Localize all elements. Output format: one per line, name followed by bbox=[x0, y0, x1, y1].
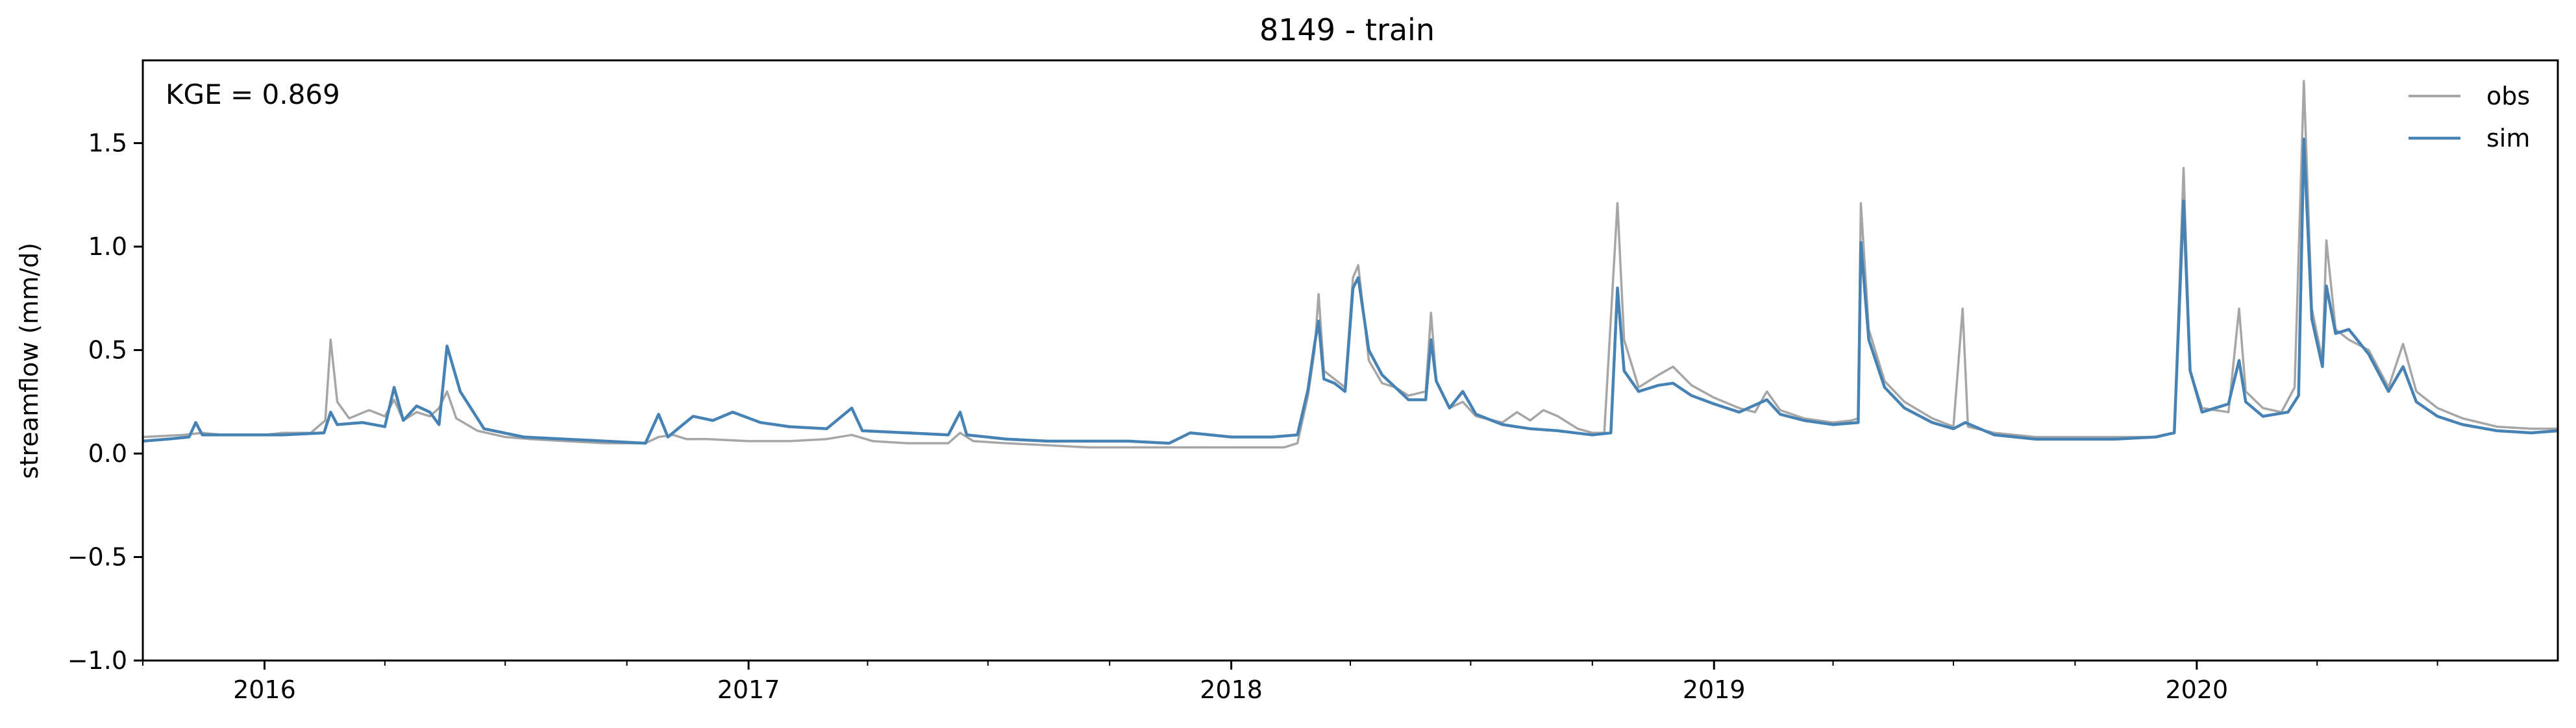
y-tick-label: 1.5 bbox=[88, 129, 127, 158]
kge-annotation: KGE = 0.869 bbox=[166, 79, 340, 110]
y-axis-ticks: −1.0 −0.5 0.0 0.5 1.0 1.5 bbox=[68, 129, 143, 675]
plot-area bbox=[142, 80, 2558, 449]
y-tick-label: 1.0 bbox=[88, 232, 127, 261]
y-tick-label: 0.0 bbox=[88, 439, 127, 468]
x-tick-label: 2018 bbox=[1200, 675, 1263, 704]
plot-frame bbox=[142, 59, 2559, 662]
x-tick-label: 2016 bbox=[233, 675, 296, 704]
legend-label-sim: sim bbox=[2486, 124, 2530, 152]
series-line-sim bbox=[142, 137, 2558, 445]
y-tick-label: −0.5 bbox=[68, 543, 127, 572]
y-tick-label: 0.5 bbox=[88, 336, 127, 365]
legend-label-obs: obs bbox=[2486, 82, 2530, 110]
legend: obs sim bbox=[2409, 82, 2530, 152]
x-tick-label: 2019 bbox=[1683, 675, 1746, 704]
y-axis-label: streamflow (mm/d) bbox=[15, 243, 43, 479]
chart-title: 8149 - train bbox=[1259, 12, 1435, 47]
y-tick-label: −1.0 bbox=[68, 646, 127, 675]
x-axis-ticks: 2016 2017 2018 2019 2020 bbox=[142, 661, 2438, 704]
x-tick-label: 2020 bbox=[2165, 675, 2228, 704]
x-tick-label: 2017 bbox=[717, 675, 780, 704]
